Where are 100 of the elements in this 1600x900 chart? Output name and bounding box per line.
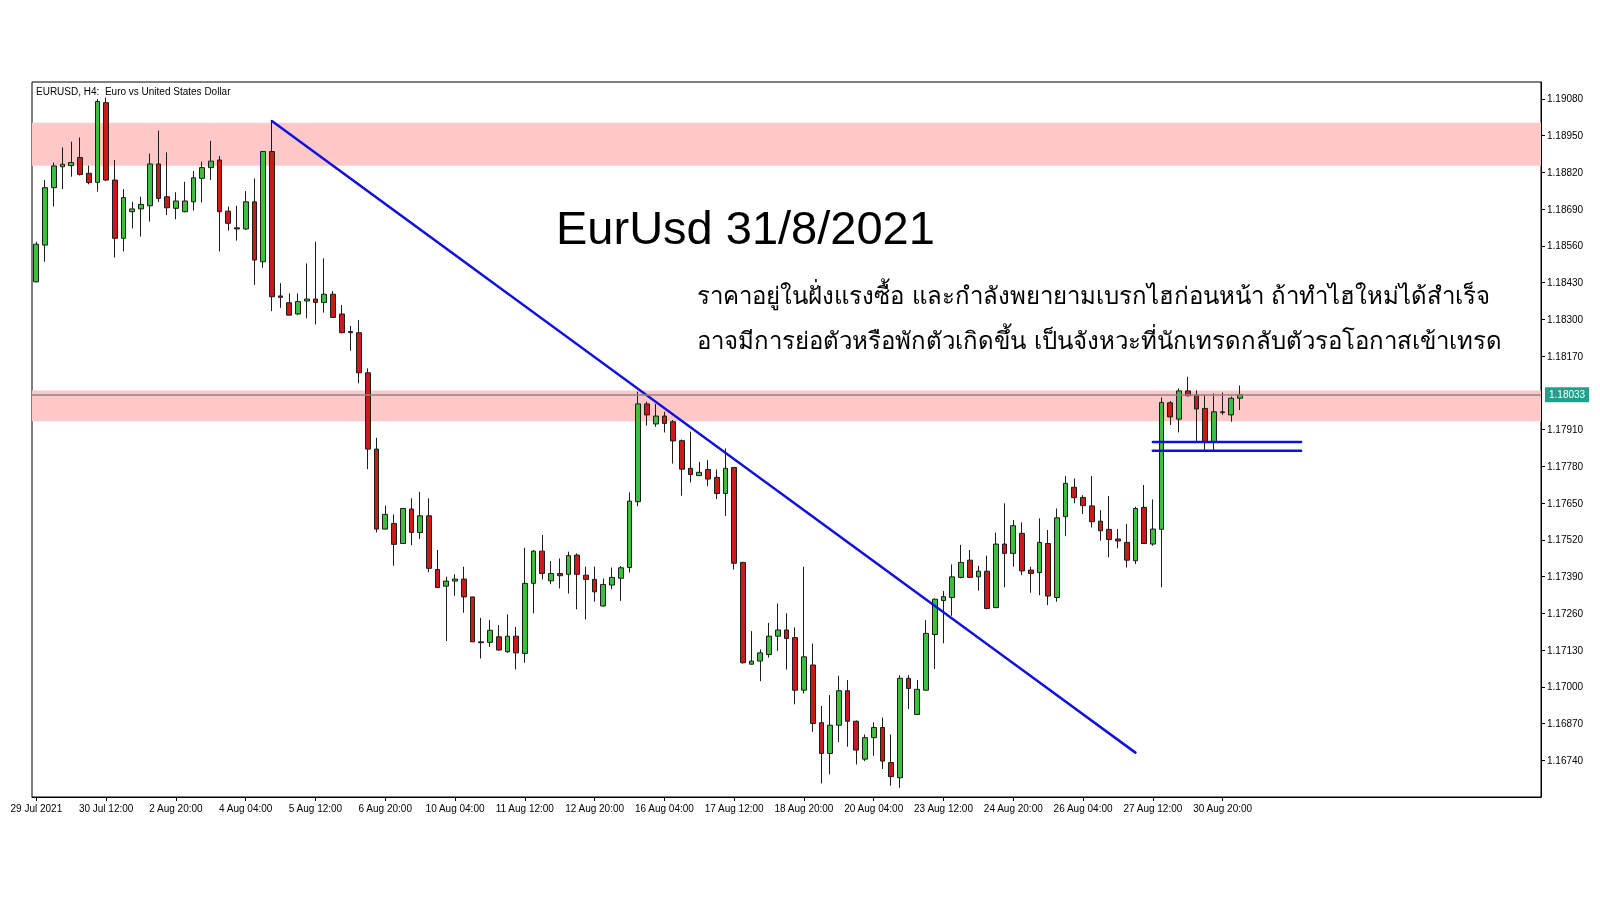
- x-tick-label: 2 Aug 20:00: [149, 802, 204, 814]
- candlestick: [583, 566, 589, 621]
- candlestick: [1054, 507, 1060, 603]
- candlestick: [304, 262, 310, 319]
- candlestick: [365, 367, 371, 470]
- candlestick: [1141, 484, 1147, 545]
- candlestick: [42, 179, 48, 263]
- candlestick: [1228, 396, 1234, 423]
- candlestick: [426, 497, 432, 573]
- y-tick-label: 1.17000: [1547, 681, 1584, 693]
- candlestick: [792, 626, 798, 705]
- candlestick: [409, 497, 414, 546]
- y-tick-label: 1.18560: [1547, 240, 1584, 252]
- candlestick: [382, 505, 388, 531]
- candlestick: [653, 403, 659, 428]
- candlestick: [827, 694, 833, 775]
- x-tick-label: 10 Aug 04:00: [425, 802, 485, 814]
- candlestick: [103, 97, 109, 182]
- candlestick: [1220, 392, 1225, 416]
- candlestick: [531, 549, 536, 614]
- y-tick-label: 1.17910: [1547, 424, 1584, 436]
- candlestick: [993, 531, 999, 609]
- candlestick: [949, 563, 955, 617]
- candlestick: [295, 292, 301, 316]
- y-tick-label: 1.17260: [1547, 607, 1584, 619]
- candlestick: [609, 567, 615, 590]
- candlestick: [592, 566, 597, 603]
- candlestick: [967, 549, 973, 578]
- candlestick: [33, 241, 39, 283]
- candlestick: [618, 565, 624, 602]
- candlestick: [243, 190, 249, 231]
- candlestick: [505, 613, 510, 654]
- candlestick: [749, 630, 754, 665]
- y-tick-label: 1.19080: [1547, 93, 1584, 105]
- candlestick: [766, 622, 772, 659]
- candlestick: [574, 552, 580, 610]
- x-tick-label: 4 Aug 04:00: [219, 802, 273, 814]
- candlestick: [1028, 566, 1034, 594]
- candlestick: [138, 196, 144, 238]
- candlestick: [164, 151, 170, 216]
- x-tick-label: 12 Aug 20:00: [565, 802, 625, 814]
- candlestick: [757, 648, 763, 682]
- candlestick: [60, 146, 65, 190]
- candlestick: [1080, 494, 1086, 515]
- candlestick: [68, 141, 74, 178]
- x-tick-label: 27 Aug 12:00: [1123, 802, 1183, 814]
- candlestick: [435, 549, 440, 589]
- candlestick: [784, 612, 789, 671]
- candlestick: [801, 566, 807, 695]
- x-tick-label: 23 Aug 12:00: [914, 802, 974, 814]
- candlestick: [723, 448, 728, 517]
- x-tick-label: 16 Aug 04:00: [634, 802, 695, 814]
- candlestick: [714, 468, 720, 500]
- candlestick: [1194, 389, 1199, 442]
- y-tick-label: 1.16870: [1547, 718, 1584, 730]
- candlestick: [182, 181, 188, 213]
- candlestick: [339, 304, 345, 334]
- y-tick-label: 1.18430: [1547, 277, 1584, 289]
- x-tick-label: 30 Aug 20:00: [1193, 802, 1253, 814]
- candlestick: [286, 292, 292, 316]
- candlestick: [1167, 400, 1173, 426]
- x-tick-label: 11 Aug 12:00: [495, 802, 555, 814]
- candlestick: [1211, 392, 1217, 453]
- candlestick: [252, 177, 257, 286]
- candlestick: [1063, 475, 1068, 537]
- x-tick-label: 29 Jul 2021: [10, 802, 63, 814]
- candlestick: [539, 534, 545, 580]
- y-tick-label: 1.17650: [1547, 497, 1584, 509]
- text: EurUsd 31/8/2021: [556, 201, 935, 254]
- candlestick: [731, 466, 737, 570]
- candlestick: [1115, 528, 1121, 549]
- candlestick: [836, 675, 842, 743]
- y-tick-label: 1.16740: [1547, 754, 1584, 766]
- candlestick: [662, 411, 667, 433]
- candlestick: [853, 719, 859, 765]
- x-tick-label: 24 Aug 20:00: [983, 802, 1044, 814]
- candlestick: [487, 619, 493, 648]
- candlestick: [888, 734, 894, 787]
- candlestick: [1002, 502, 1007, 588]
- candlestick: [740, 561, 746, 665]
- candlestick: [958, 544, 964, 579]
- candlestick: [112, 159, 118, 258]
- candlestick: [644, 401, 650, 427]
- x-tick-label: 30 Jul 12:00: [78, 802, 134, 814]
- candlestick: [199, 161, 205, 203]
- x-tick-label: 5 Aug 12:00: [288, 802, 343, 814]
- candlestick: [810, 643, 816, 733]
- candlestick: [1159, 396, 1164, 588]
- y-tick-label: 1.17520: [1547, 534, 1584, 546]
- candlestick: [600, 578, 606, 608]
- x-tick-label: 17 Aug 12:00: [704, 802, 765, 814]
- candlestick: [548, 560, 554, 585]
- candlestick: [1176, 387, 1182, 433]
- candlestick: [819, 705, 824, 784]
- x-tick-label: 18 Aug 20:00: [774, 802, 834, 814]
- y-tick-label: 1.18950: [1547, 130, 1584, 142]
- candlestick: [941, 590, 946, 644]
- ref-line-label: 1.18033: [1549, 389, 1586, 401]
- candlestick: [156, 130, 161, 203]
- candlestick: [1089, 475, 1095, 528]
